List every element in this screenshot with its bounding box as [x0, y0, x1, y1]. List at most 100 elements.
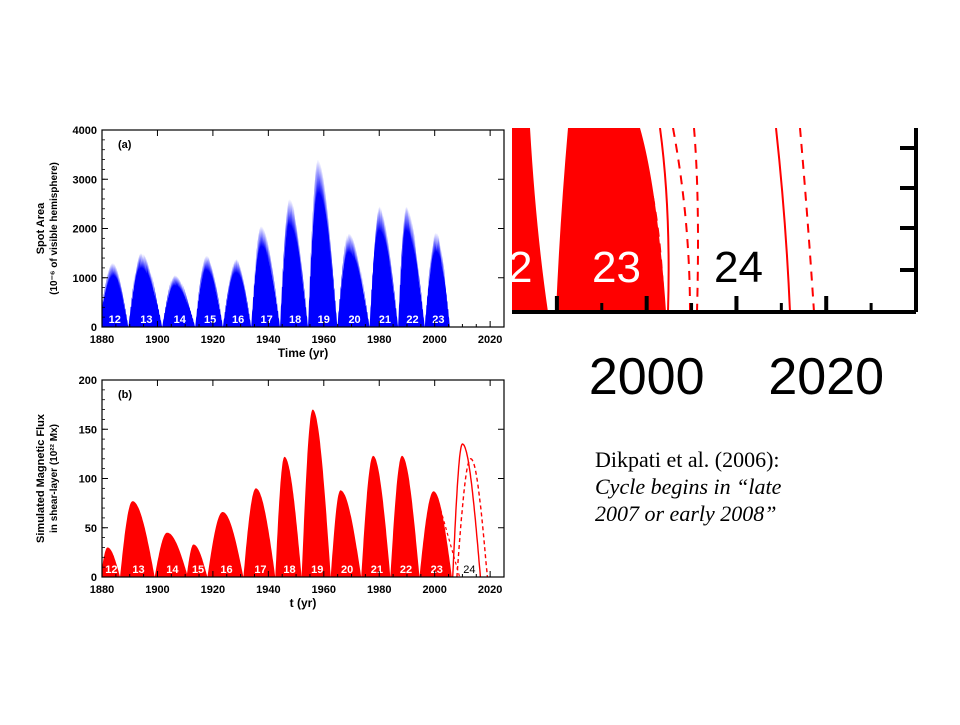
cycle-23-area — [419, 491, 452, 577]
cycle-label-21: 21 — [379, 314, 391, 326]
zoom-cycle-label-24: 24 — [714, 243, 763, 292]
y-tick-label: 0 — [91, 322, 97, 334]
y-axis-label-units: in shear-layer (10²² Mx) — [49, 424, 60, 533]
x-axis-label: Time (yr) — [278, 346, 328, 360]
y-tick-label: 3000 — [73, 174, 97, 186]
cycle-label-14: 14 — [174, 314, 187, 326]
zoom-cycle-label-22: 2 — [508, 243, 532, 292]
forecast-dashed-rise — [672, 128, 691, 313]
cycle-23-area — [424, 232, 450, 327]
y-tick-label: 0 — [91, 572, 97, 584]
cycle-14-area — [154, 532, 188, 577]
y-axis-label-units: (10⁻⁶ of visible hemisphere) — [49, 162, 60, 295]
cycle-label-18: 18 — [283, 564, 295, 576]
cycle-23-dashed-edge — [639, 149, 665, 313]
panel-label: (a) — [118, 139, 132, 151]
x-tick-label: 2020 — [478, 584, 502, 596]
x-tick-label: 1980 — [367, 584, 391, 596]
x-tick-label: 1880 — [90, 584, 114, 596]
cycle-16-area — [222, 259, 252, 327]
y-tick-label: 2000 — [73, 224, 97, 236]
cycle-label-14: 14 — [166, 564, 179, 576]
forecast-solid-decline — [775, 128, 791, 313]
x-tick-label: 1900 — [145, 584, 169, 596]
cycle-label-20: 20 — [348, 314, 360, 326]
y-tick-label: 200 — [79, 375, 97, 387]
cycle-label-16: 16 — [232, 314, 244, 326]
cycle-22-area — [390, 455, 420, 577]
caption-quote-line-1: Cycle begins in “late — [595, 474, 782, 499]
x-tick-label: 1980 — [367, 334, 391, 346]
y-tick-label: 50 — [85, 523, 97, 535]
x-tick-label: 2000 — [422, 334, 446, 346]
cycle-label-12: 12 — [109, 314, 121, 326]
cycle-19-area — [301, 409, 331, 577]
cycle-13-area — [128, 253, 163, 327]
cycle-label-18: 18 — [289, 314, 301, 326]
caption-quote-line-2: 2007 or early 2008” — [595, 501, 777, 526]
cycle-label-22: 22 — [406, 314, 418, 326]
cycle-14-area — [162, 275, 196, 327]
zoom-x-tick-label: 2020 — [768, 348, 884, 406]
caption-citation: Dikpati et al. (2006): — [595, 447, 780, 472]
cycle-20-area — [337, 233, 370, 327]
cycle-label-22: 22 — [400, 564, 412, 576]
cycle-label-13: 13 — [132, 564, 144, 576]
panel-label: (b) — [118, 389, 132, 401]
cycle-label-24: 24 — [463, 564, 475, 576]
cycle-label-13: 13 — [140, 314, 152, 326]
cycle-label-17: 17 — [261, 314, 273, 326]
forecast-solid-curve — [452, 443, 482, 577]
cycle-19-area — [308, 159, 338, 327]
forecast-solid-rise — [659, 128, 670, 313]
cycle-22-area — [512, 128, 548, 312]
cycle-label-23: 23 — [431, 564, 443, 576]
cycle-label-21: 21 — [371, 564, 383, 576]
cycle-21-area — [361, 455, 391, 577]
forecast-dashed-rise-2 — [693, 128, 699, 313]
cycle-label-19: 19 — [318, 314, 330, 326]
x-tick-label: 1880 — [90, 334, 114, 346]
cycle-label-23: 23 — [432, 314, 444, 326]
x-tick-label: 2020 — [478, 334, 502, 346]
cycle-12-area — [102, 547, 120, 577]
x-tick-label: 1900 — [145, 334, 169, 346]
x-tick-label: 1940 — [256, 584, 280, 596]
x-tick-label: 1960 — [312, 334, 336, 346]
cycle-15-area — [186, 544, 208, 577]
x-axis-label: t (yr) — [290, 596, 317, 610]
cycle-13-area — [120, 501, 155, 577]
forecast-dashed-decline — [799, 128, 815, 313]
x-tick-label: 1960 — [312, 584, 336, 596]
x-tick-label: 1920 — [201, 584, 225, 596]
cycle-label-16: 16 — [220, 564, 232, 576]
y-tick-label: 1000 — [73, 273, 97, 285]
cycle-21-area — [369, 206, 399, 327]
cycle-12-area — [102, 263, 129, 327]
zoom-x-tick-label: 2000 — [589, 348, 705, 406]
y-tick-label: 150 — [79, 424, 97, 436]
cycle-label-20: 20 — [341, 564, 353, 576]
x-tick-label: 1940 — [256, 334, 280, 346]
y-tick-label: 100 — [79, 474, 97, 486]
cycle-23-area — [556, 128, 666, 312]
y-axis-label: Spot Area — [35, 202, 47, 254]
y-axis-label: Simulated Magnetic Flux — [35, 413, 47, 543]
y-tick-label: 4000 — [73, 125, 97, 137]
x-tick-label: 2000 — [422, 584, 446, 596]
cycle-label-15: 15 — [204, 314, 216, 326]
caption: Dikpati et al. (2006): Cycle begins in “… — [595, 446, 935, 527]
forecast-dashed-curve — [456, 458, 489, 577]
cycle-label-17: 17 — [254, 564, 266, 576]
zoom-inset: 2 23 24 2000 2020 — [508, 128, 918, 406]
cycle-label-15: 15 — [192, 564, 204, 576]
cycle-17-area — [251, 226, 280, 327]
cycle-15-area — [195, 255, 223, 327]
cycle-18-area — [280, 199, 308, 327]
cycle-22-area — [398, 206, 425, 327]
cycle-label-12: 12 — [105, 564, 117, 576]
